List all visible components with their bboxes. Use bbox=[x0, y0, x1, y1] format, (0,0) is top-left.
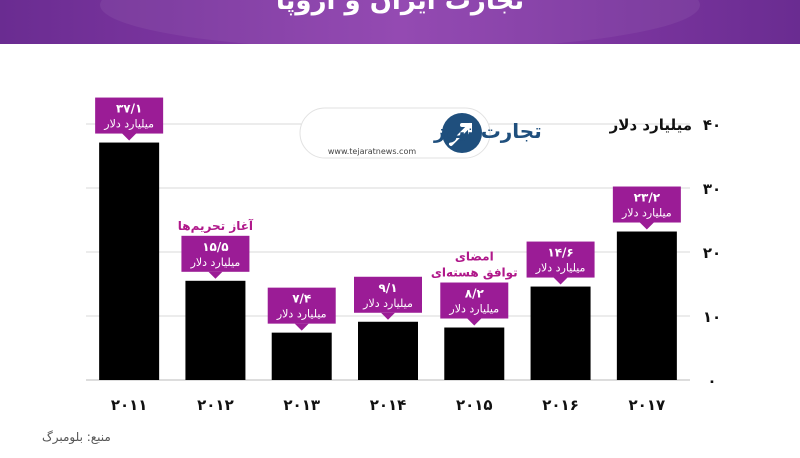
value-label-pointer bbox=[122, 133, 137, 141]
value-label-pointer bbox=[639, 222, 654, 230]
x-tick-label: ۲۰۱۶ bbox=[542, 396, 579, 414]
data-label: ۱۴/۶ bbox=[547, 246, 573, 260]
logo-pill bbox=[299, 107, 491, 159]
value-label-pointer bbox=[381, 312, 395, 320]
annotation: آغاز تحریم‌ها bbox=[178, 218, 254, 233]
value-label-pointer bbox=[467, 318, 482, 326]
bar bbox=[444, 327, 505, 380]
data-label: ۲۳/۲ bbox=[634, 191, 661, 205]
data-label-unit: میلیارد دلار bbox=[103, 118, 154, 131]
annotation: توافق هسته‌ای bbox=[431, 266, 518, 281]
x-tick-label: ۲۰۱۷ bbox=[629, 396, 666, 414]
value-label-box bbox=[354, 276, 422, 313]
value-label-pointer bbox=[294, 323, 309, 331]
data-label-unit: میلیارد دلار bbox=[190, 256, 241, 269]
x-tick-label: ۲۰۱۲ bbox=[197, 396, 234, 414]
data-label-unit: میلیارد دلار bbox=[448, 303, 499, 316]
value-label-pointer bbox=[553, 277, 568, 285]
source-note: منبع: بلومبرگ bbox=[42, 430, 111, 444]
bar bbox=[530, 286, 591, 380]
tejaratnews-logo: تجارت نیوز www.tejaratnews.com bbox=[299, 107, 542, 159]
bar bbox=[271, 332, 332, 380]
data-label-unit: میلیارد دلار bbox=[535, 262, 586, 275]
bar bbox=[185, 280, 246, 380]
bar bbox=[616, 231, 677, 380]
y-tick-label: ۳۰ bbox=[703, 180, 721, 198]
value-label-box bbox=[267, 287, 336, 324]
data-label: ۹/۱ bbox=[378, 281, 397, 295]
data-label-unit: میلیارد دلار bbox=[621, 207, 672, 220]
data-label: ۸/۲ bbox=[465, 287, 485, 301]
y-tick-label: ۲۰ bbox=[703, 244, 721, 262]
value-label-pointer bbox=[208, 271, 223, 279]
y-tick-label: ۰ bbox=[707, 372, 716, 390]
bar bbox=[99, 142, 160, 380]
x-tick-label: ۲۰۱۵ bbox=[456, 396, 493, 414]
value-label-box bbox=[526, 241, 595, 278]
y-tick-label: ۴۰ bbox=[703, 116, 721, 134]
logo-wordmark: تجارت نیوز bbox=[433, 119, 542, 143]
x-tick-label: ۲۰۱۴ bbox=[370, 396, 407, 414]
header-banner: تجارت ایران و اروپا bbox=[0, 0, 800, 44]
value-label-box bbox=[612, 186, 681, 223]
annotation: امضای bbox=[455, 250, 494, 264]
data-label: ۳۷/۱ bbox=[116, 102, 142, 116]
data-label: ۷/۴ bbox=[292, 292, 311, 306]
bar bbox=[358, 321, 418, 380]
data-label-unit: میلیارد دلار bbox=[276, 308, 327, 321]
value-label-box bbox=[181, 235, 250, 272]
data-label-unit: میلیارد دلار bbox=[362, 297, 413, 310]
page-title: تجارت ایران و اروپا bbox=[275, 0, 525, 16]
logo-arrow-icon bbox=[449, 123, 472, 146]
logo-url: www.tejaratnews.com bbox=[328, 147, 416, 156]
y-tick-label: ۱۰ bbox=[703, 308, 721, 326]
value-label-box bbox=[440, 282, 509, 319]
y-axis-label: میلیارد دلار bbox=[609, 116, 692, 134]
x-tick-label: ۲۰۱۱ bbox=[111, 396, 148, 414]
value-label-box bbox=[95, 97, 164, 134]
data-label: ۱۵/۵ bbox=[202, 240, 228, 254]
x-tick-label: ۲۰۱۳ bbox=[283, 396, 320, 414]
